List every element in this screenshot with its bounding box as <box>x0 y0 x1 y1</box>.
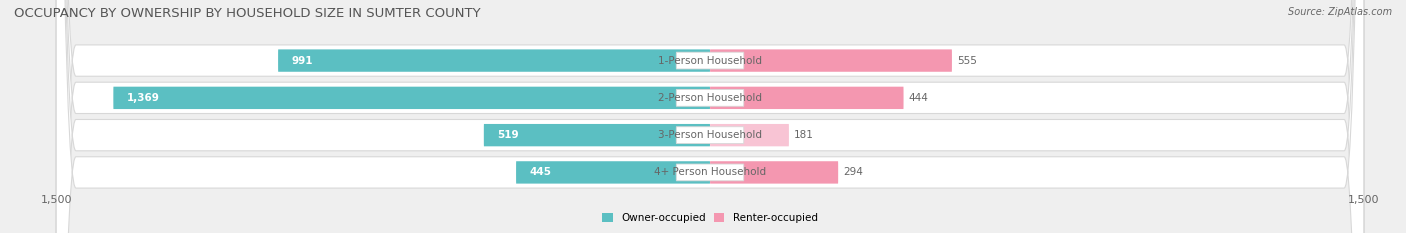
Text: 1,369: 1,369 <box>127 93 159 103</box>
FancyBboxPatch shape <box>676 164 744 181</box>
Text: 1-Person Household: 1-Person Household <box>658 56 762 65</box>
FancyBboxPatch shape <box>710 87 904 109</box>
Text: Source: ZipAtlas.com: Source: ZipAtlas.com <box>1288 7 1392 17</box>
Text: 991: 991 <box>291 56 312 65</box>
FancyBboxPatch shape <box>710 161 838 184</box>
FancyBboxPatch shape <box>56 0 1364 233</box>
FancyBboxPatch shape <box>56 0 1364 233</box>
FancyBboxPatch shape <box>56 0 1364 233</box>
Text: 555: 555 <box>957 56 977 65</box>
FancyBboxPatch shape <box>676 52 744 69</box>
FancyBboxPatch shape <box>676 127 744 144</box>
Text: 519: 519 <box>496 130 519 140</box>
Text: 4+ Person Household: 4+ Person Household <box>654 168 766 177</box>
Text: 444: 444 <box>908 93 928 103</box>
FancyBboxPatch shape <box>710 124 789 146</box>
FancyBboxPatch shape <box>676 89 744 106</box>
Text: 445: 445 <box>529 168 551 177</box>
FancyBboxPatch shape <box>56 0 1364 233</box>
FancyBboxPatch shape <box>278 49 710 72</box>
Text: 3-Person Household: 3-Person Household <box>658 130 762 140</box>
FancyBboxPatch shape <box>484 124 710 146</box>
Legend: Owner-occupied, Renter-occupied: Owner-occupied, Renter-occupied <box>602 213 818 223</box>
FancyBboxPatch shape <box>516 161 710 184</box>
FancyBboxPatch shape <box>710 49 952 72</box>
Text: 294: 294 <box>844 168 863 177</box>
Text: OCCUPANCY BY OWNERSHIP BY HOUSEHOLD SIZE IN SUMTER COUNTY: OCCUPANCY BY OWNERSHIP BY HOUSEHOLD SIZE… <box>14 7 481 20</box>
Text: 2-Person Household: 2-Person Household <box>658 93 762 103</box>
FancyBboxPatch shape <box>114 87 710 109</box>
Text: 181: 181 <box>794 130 814 140</box>
